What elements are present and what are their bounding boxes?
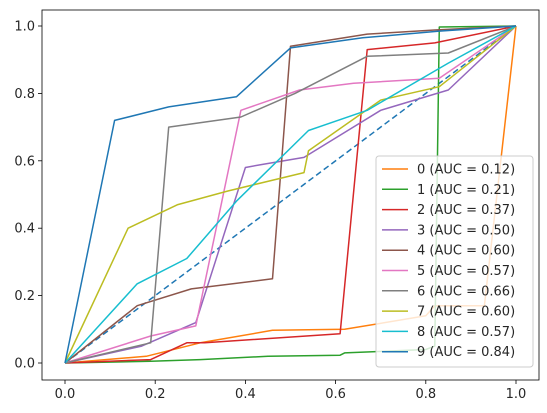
y-ticks: 0.0 0.2 0.4 0.6 0.8 1.0 [14, 20, 42, 372]
series-line-3 [64, 25, 517, 364]
legend-entry-6: 6 (AUC = 0.66) [417, 284, 515, 299]
axes-frame [41, 9, 540, 381]
series-line-9 [64, 25, 517, 364]
y-tick-label-3: 0.6 [14, 154, 35, 169]
legend-entry-3: 3 (AUC = 0.50) [417, 223, 515, 238]
series-line-8 [64, 25, 517, 364]
x-tick-label-4: 0.8 [415, 387, 436, 402]
legend-entry-2: 2 (AUC = 0.37) [417, 203, 515, 218]
series-line-7 [64, 25, 517, 364]
legend-entry-0: 0 (AUC = 0.12) [417, 163, 515, 178]
legend-entry-8: 8 (AUC = 0.57) [417, 325, 515, 340]
y-tick-label-2: 0.4 [14, 222, 35, 237]
y-tick-label-4: 0.8 [14, 87, 35, 102]
x-tick-label-1: 0.2 [145, 387, 166, 402]
series-line-4 [64, 25, 517, 364]
legend: 0 (AUC = 0.12) 1 (AUC = 0.21) 2 (AUC = 0.3… [375, 155, 534, 368]
legend-entry-1: 1 (AUC = 0.21) [417, 183, 515, 198]
series-line-2 [64, 25, 517, 364]
x-tick-label-2: 0.4 [235, 387, 256, 402]
series-line-5 [64, 25, 517, 364]
x-tick-label-0: 0.0 [55, 387, 76, 402]
series-layer [64, 25, 517, 364]
series-line-6 [64, 25, 517, 364]
legend-entry-7: 7 (AUC = 0.60) [417, 305, 515, 320]
legend-entry-5: 5 (AUC = 0.57) [417, 264, 515, 279]
y-tick-label-0: 0.0 [14, 357, 35, 372]
legend-box [375, 155, 534, 368]
x-tick-label-3: 0.6 [325, 387, 346, 402]
diagonal-layer [64, 25, 517, 364]
legend-entry-4: 4 (AUC = 0.60) [417, 244, 515, 259]
legend-entry-9: 9 (AUC = 0.84) [417, 345, 515, 360]
chance-diagonal-line [64, 25, 517, 364]
x-ticks: 0.0 0.2 0.4 0.6 0.8 1.0 [55, 380, 527, 402]
y-tick-label-5: 1.0 [14, 20, 35, 35]
x-tick-label-5: 1.0 [506, 387, 527, 402]
y-tick-label-1: 0.2 [14, 289, 35, 304]
